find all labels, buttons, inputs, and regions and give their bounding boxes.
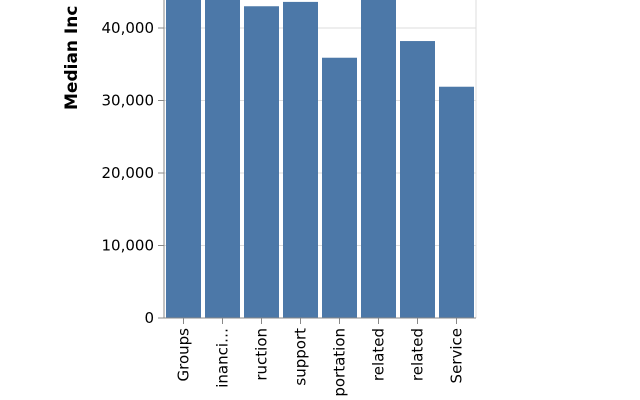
bar bbox=[322, 57, 357, 318]
bar bbox=[361, 0, 396, 318]
x-tick-label: inanci… bbox=[214, 328, 232, 388]
bar bbox=[205, 0, 240, 318]
x-tick-label: related bbox=[370, 328, 388, 381]
x-tick-label: support bbox=[292, 328, 310, 386]
x-tick-label: Service bbox=[448, 328, 466, 383]
bar bbox=[244, 6, 279, 318]
x-tick-label: related bbox=[409, 328, 427, 381]
x-tick-label: portation bbox=[331, 328, 349, 397]
y-tick-label: 40,000 bbox=[102, 19, 155, 37]
x-tick-label: Groups bbox=[175, 328, 193, 382]
y-axis-title: Median Inc bbox=[62, 6, 82, 110]
y-tick-label: 0 bbox=[144, 309, 154, 327]
y-tick-label: 30,000 bbox=[102, 92, 155, 110]
x-tick-label: ruction bbox=[253, 328, 271, 381]
y-tick-label: 20,000 bbox=[102, 164, 155, 182]
bar bbox=[439, 86, 474, 318]
bar bbox=[166, 0, 201, 318]
bar bbox=[283, 1, 318, 319]
y-tick-label: 10,000 bbox=[102, 237, 155, 255]
bar bbox=[400, 41, 435, 319]
